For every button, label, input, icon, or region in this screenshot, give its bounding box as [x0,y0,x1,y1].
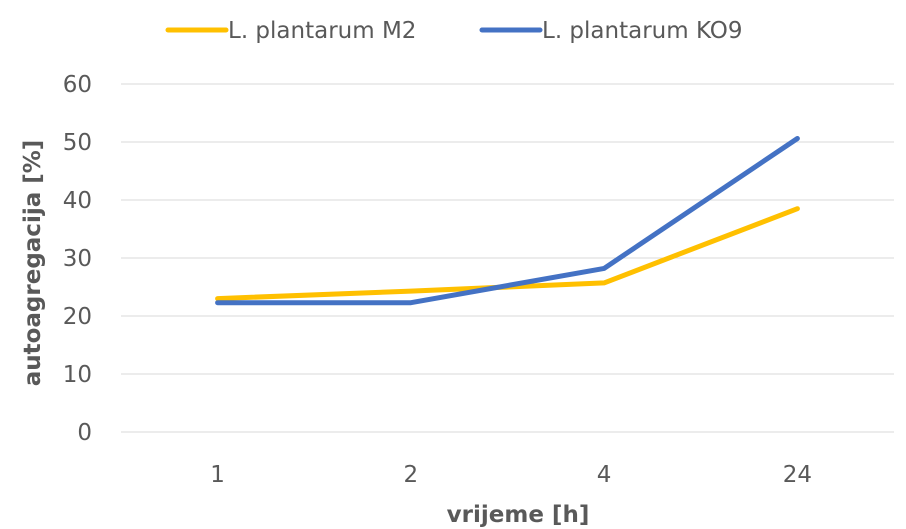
y-tick-label: 0 [77,420,92,446]
x-tick-label: 4 [597,462,612,488]
legend-item-m2: L. plantarum M2 [165,18,416,44]
legend: L. plantarum M2 L. plantarum KO9 [165,18,743,44]
series-lines [215,136,800,306]
gridlines [121,83,894,433]
x-axis-title: vrijeme [h] [447,502,590,528]
x-tick-label: 2 [404,462,419,488]
legend-label-ko9: L. plantarum KO9 [542,18,743,44]
y-tick-label: 10 [63,362,92,388]
y-axis-title: autoagregacija [%] [20,140,46,387]
y-tick-label: 60 [63,72,92,98]
legend-label-m2: L. plantarum M2 [228,18,416,44]
x-axis-tick-labels: 1 2 4 24 [210,462,812,488]
y-tick-label: 20 [63,304,92,330]
y-tick-label: 30 [63,246,92,272]
legend-item-ko9: L. plantarum KO9 [479,18,743,44]
x-tick-label: 24 [783,462,812,488]
series-line-1 [215,136,800,306]
y-axis-tick-labels: 0 10 20 30 40 50 60 [63,72,92,446]
x-tick-label: 1 [210,462,225,488]
y-tick-label: 50 [63,130,92,156]
y-tick-label: 40 [63,188,92,214]
